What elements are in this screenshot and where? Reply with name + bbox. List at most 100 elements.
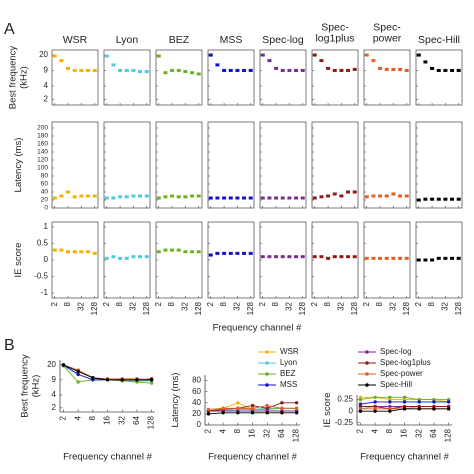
x-tick-label: 8 <box>167 301 176 306</box>
median-marker <box>398 256 403 260</box>
median-marker <box>183 195 188 199</box>
subplot-frame <box>51 49 99 106</box>
median-marker <box>346 68 351 72</box>
y-tick-label: 160 <box>37 141 48 148</box>
x-tick-label: 2 <box>206 301 215 306</box>
median-marker <box>183 250 188 254</box>
median-marker <box>450 197 455 201</box>
y-axis-label-line: (kHz) <box>18 66 29 89</box>
y-axis-label: Best frequency(kHz) <box>7 46 29 110</box>
x-tick-label: 8 <box>219 301 228 306</box>
x-tick-label: 2 <box>258 301 267 306</box>
subplot-frame <box>155 49 203 106</box>
legend-marker <box>365 383 369 387</box>
data-point <box>236 411 240 415</box>
median-marker <box>391 67 396 71</box>
x-tick-label: 16 <box>248 428 257 437</box>
column-title: Spec-log <box>262 34 304 46</box>
median-marker <box>111 63 116 67</box>
column-title: BEZ <box>169 34 190 46</box>
median-marker <box>274 255 279 259</box>
median-marker <box>235 251 240 255</box>
median-marker <box>118 256 123 260</box>
data-point <box>221 406 225 411</box>
median-marker <box>104 256 109 260</box>
subplot-frame <box>259 49 307 106</box>
median-marker <box>260 255 265 259</box>
median-marker <box>274 196 279 200</box>
median-marker <box>242 68 247 72</box>
x-tick-label: 16 <box>400 428 409 437</box>
column-title-line: Spec-Hill <box>418 34 460 46</box>
median-marker <box>443 197 448 201</box>
median-marker <box>228 196 233 200</box>
y-tick-label: 2 <box>44 95 49 104</box>
median-marker <box>267 255 272 259</box>
subplot-frame <box>207 49 255 106</box>
y-tick-label: 80 <box>41 173 49 180</box>
median-marker <box>404 68 409 72</box>
subplot-frame <box>259 121 307 209</box>
median-marker <box>72 68 77 72</box>
column-title: MSS <box>220 34 243 46</box>
x-tick-label: 4 <box>73 415 82 420</box>
median-marker <box>59 194 64 198</box>
median-marker <box>104 54 109 58</box>
median-marker <box>384 256 389 260</box>
data-point <box>265 406 269 411</box>
median-marker <box>124 195 129 199</box>
median-marker <box>131 68 136 72</box>
y-tick-label: -0.5 <box>34 272 48 281</box>
subplot-frame <box>155 121 203 209</box>
x-tick-label: 4 <box>370 428 379 433</box>
median-marker <box>404 256 409 260</box>
median-marker <box>378 256 383 260</box>
median-marker <box>423 258 428 262</box>
median-marker <box>170 248 175 252</box>
legend-label: Spec-power <box>380 369 423 378</box>
median-marker <box>260 196 265 200</box>
median-marker <box>248 196 253 200</box>
data-point <box>221 411 225 415</box>
median-marker <box>287 255 292 259</box>
data-point <box>294 401 299 405</box>
median-marker <box>59 59 64 63</box>
median-marker <box>144 255 149 259</box>
median-marker <box>190 71 195 75</box>
data-point <box>76 372 80 377</box>
y-axis-label: Best frequency(kHz) <box>19 354 41 418</box>
median-marker <box>163 195 168 199</box>
data-point <box>432 400 436 404</box>
x-tick-label: 128 <box>298 301 307 315</box>
median-marker <box>215 251 220 255</box>
median-marker <box>79 250 84 254</box>
y-axis-label: Latency (ms) <box>170 373 181 428</box>
data-point <box>265 411 269 415</box>
subplot-frame <box>311 121 359 209</box>
x-tick-label: 64 <box>132 415 141 424</box>
column-title-line: Spec- <box>321 21 349 33</box>
column-title-line: WSR <box>63 34 88 46</box>
y-tick-label: -1 <box>41 288 49 297</box>
y-axis-label-line: (kHz) <box>30 375 41 398</box>
data-point <box>149 378 154 382</box>
median-marker <box>430 66 435 70</box>
subplot-frame <box>103 121 151 209</box>
data-point <box>91 376 95 380</box>
median-marker <box>131 255 136 259</box>
median-marker <box>391 256 396 260</box>
median-marker <box>332 68 337 72</box>
median-marker <box>144 70 149 74</box>
median-marker <box>92 68 97 72</box>
y-axis-label-line: Best frequency <box>7 46 18 110</box>
median-marker <box>215 196 220 200</box>
legend-marker <box>365 361 369 365</box>
median-marker <box>371 256 376 260</box>
median-marker <box>52 196 57 200</box>
median-marker <box>111 196 116 200</box>
legend-marker <box>365 350 369 354</box>
x-tick-label: 8 <box>375 301 384 306</box>
median-marker <box>436 197 441 201</box>
median-marker <box>222 251 227 255</box>
x-tick-label: 8 <box>233 428 242 433</box>
